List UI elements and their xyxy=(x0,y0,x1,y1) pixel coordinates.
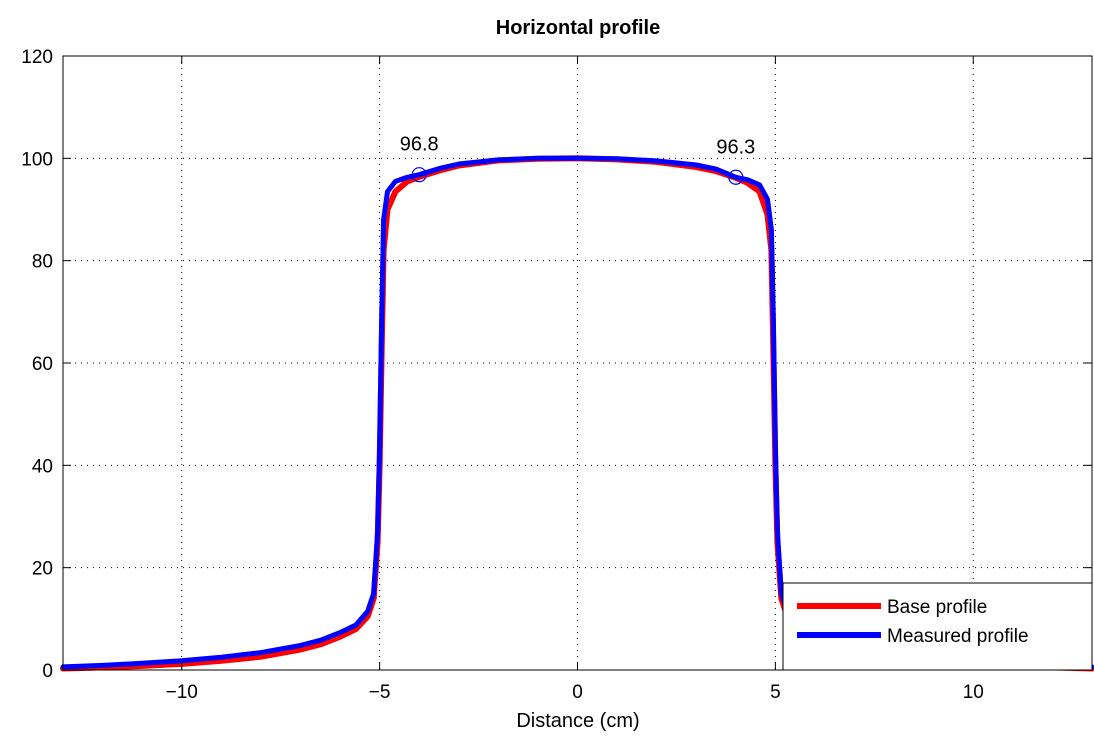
y-tick-label: 60 xyxy=(32,354,53,375)
x-tick-label: 10 xyxy=(963,682,984,703)
legend-label: Base profile xyxy=(887,597,987,618)
x-tick-label: −5 xyxy=(369,682,391,703)
legend-box xyxy=(782,582,1093,671)
chart-title: Horizontal profile xyxy=(496,17,660,39)
y-tick-label: 20 xyxy=(32,559,53,580)
annotation-marker xyxy=(411,167,427,183)
annotation-label: 96.8 xyxy=(400,134,439,156)
legend-label: Measured profile xyxy=(887,626,1029,647)
y-tick-label: 40 xyxy=(32,456,53,477)
y-tick-label: 0 xyxy=(42,661,53,682)
annotation-layer: 96.8 96.3 xyxy=(400,134,755,185)
x-tick-label: 0 xyxy=(572,682,583,703)
annotation-label: 96.3 xyxy=(716,136,755,158)
y-tick-label: 100 xyxy=(21,149,53,170)
legend: Base profile Measured profile xyxy=(782,582,1093,671)
x-tick-label: 5 xyxy=(770,682,781,703)
x-axis-label: Distance (cm) xyxy=(516,710,639,732)
annotation-marker xyxy=(728,169,744,185)
y-tick-label: 80 xyxy=(32,252,53,273)
y-tick-label: 120 xyxy=(21,47,53,68)
x-tick-label: −10 xyxy=(166,682,198,703)
